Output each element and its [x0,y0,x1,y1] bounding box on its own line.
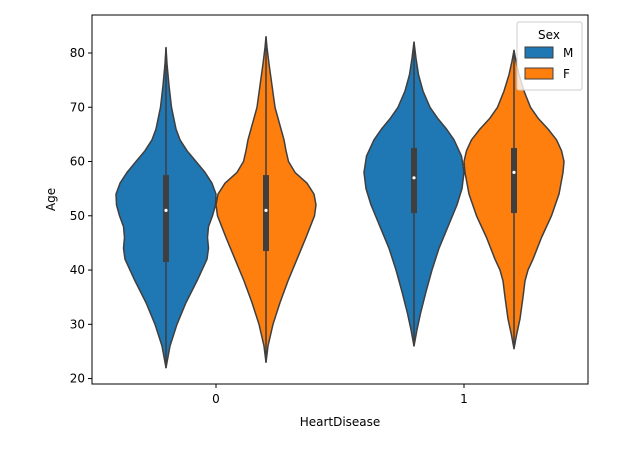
y-tick-label: 50 [70,209,85,223]
median-dot-m-1 [412,176,416,180]
iqr-box-f-0 [263,175,269,252]
iqr-box-m-0 [163,175,169,262]
median-dot-m-0 [164,208,168,212]
y-tick-label: 80 [70,46,85,60]
legend-title: Sex [538,28,560,42]
iqr-box-m-1 [411,147,417,214]
median-dot-f-1 [512,170,516,174]
x-tick-label: 1 [460,392,468,406]
y-tick-label: 70 [70,100,85,114]
y-axis-ticks: 20 30 40 50 60 70 80 [70,46,92,386]
iqr-box-f-1 [511,147,517,214]
y-axis-label: Age [44,188,58,211]
legend-swatch-m [524,46,554,59]
y-tick-label: 20 [70,372,85,386]
x-tick-label: 0 [212,392,220,406]
violins-layer [115,35,565,369]
legend: Sex MF [516,21,583,91]
legend-label-m: M [563,46,573,60]
y-tick-label: 40 [70,263,85,277]
legend-swatch-f [524,67,554,80]
x-axis-label: HeartDisease [300,415,381,429]
legend-label-f: F [563,67,570,81]
plot-frame [91,14,589,385]
median-dot-f-0 [264,208,268,212]
y-tick-label: 30 [70,317,85,331]
y-tick-label: 60 [70,155,85,169]
